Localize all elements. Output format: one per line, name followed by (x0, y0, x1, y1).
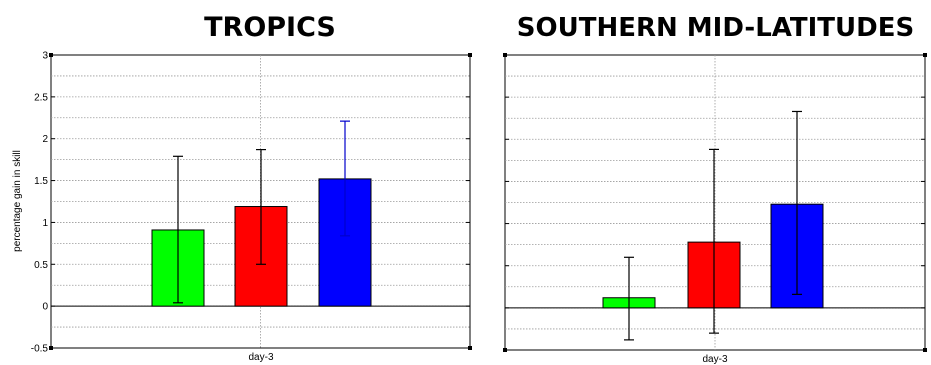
y-tick-label: 2 (42, 134, 48, 145)
y-tick-label: 3 (42, 51, 48, 62)
frame-corner-marker (503, 348, 507, 352)
chart-title-tropics: TROPICS (204, 12, 336, 43)
x-axis-label-tropics: day-3 (248, 352, 273, 363)
chart-panel-southern-mid-latitudes: day-3 (503, 53, 927, 365)
x-axis-label-southern-mid-latitudes: day-3 (702, 354, 727, 365)
y-axis-label-tropics: percentage gain in skill (12, 150, 23, 252)
y-tick-label: 1.5 (34, 176, 48, 187)
chart-panel-tropics: -0.5 0 0.5 1 1.5 2 2.5 3 percentage gain in ski… (12, 51, 472, 363)
y-tick-label: 2.5 (34, 92, 48, 103)
bars-tropics (151, 120, 372, 307)
bars-southern-mid-latitudes (602, 110, 824, 341)
frame-corner-marker (923, 348, 927, 352)
y-tick-label: 0.5 (34, 260, 48, 271)
frame-corner-marker (49, 53, 53, 57)
frame-corner-marker (468, 346, 472, 350)
frame-corner-marker (503, 53, 507, 57)
y-tick-label: 0 (42, 302, 48, 313)
frame-corner-marker (49, 346, 53, 350)
y-tick-label: -0.5 (31, 344, 49, 355)
frame-corner-marker (923, 53, 927, 57)
y-tick-label: 1 (42, 218, 48, 229)
chart-title-southern-mid-latitudes: SOUTHERN MID-LATITUDES (516, 13, 915, 43)
frame-corner-marker (468, 53, 472, 57)
y-ticks-tropics: -0.5 0 0.5 1 1.5 2 2.5 3 (31, 51, 470, 355)
